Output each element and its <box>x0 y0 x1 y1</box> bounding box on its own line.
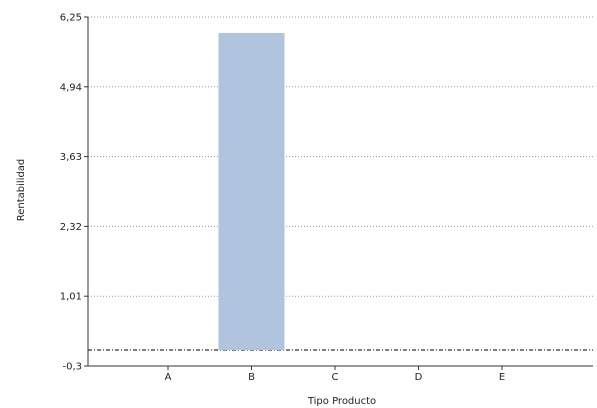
axes <box>87 17 593 367</box>
y-tick-label: 2,32 <box>60 222 82 233</box>
y-axis-title: Rentabilidad <box>16 159 27 222</box>
x-tick-label: A <box>165 372 172 383</box>
y-tick-label: 4,94 <box>60 82 82 93</box>
x-axis-title: Tipo Producto <box>307 396 376 407</box>
x-tick-label: E <box>499 372 505 383</box>
y-tick-label: 1,01 <box>60 292 82 303</box>
bar-B <box>218 32 285 351</box>
gridlines <box>84 16 593 370</box>
y-tick-labels: -0,3 1,01 2,32 3,63 4,94 6,25 <box>60 13 82 373</box>
y-tick-label: 3,63 <box>60 152 82 163</box>
x-tick-label: D <box>415 372 423 383</box>
x-tick-label: C <box>332 372 339 383</box>
y-tick-label: -0,3 <box>62 362 82 373</box>
x-tick-label: B <box>248 372 255 383</box>
bars <box>218 32 285 351</box>
y-tick-label: 6,25 <box>60 13 82 24</box>
x-tick-labels: A B C D E <box>165 372 506 383</box>
